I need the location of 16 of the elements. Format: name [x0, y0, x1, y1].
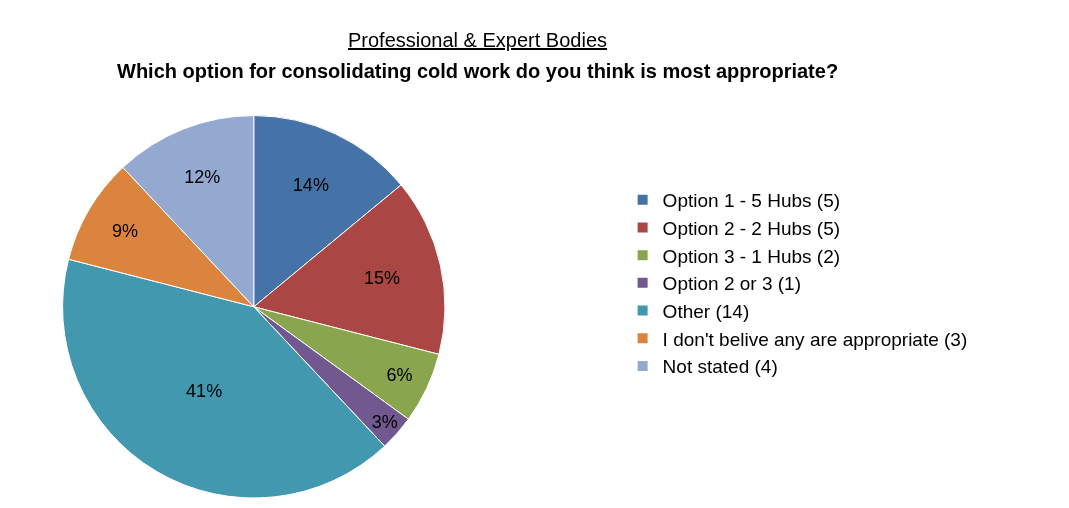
chart-title: Professional & Expert Bodies — [348, 29, 608, 51]
legend-label: Option 2 or 3 (1) — [662, 273, 801, 295]
legend-label: I don't belive any are appropriate (3) — [662, 328, 968, 350]
chart-subtitle: Which option for consolidating cold work do you think is most appropriate? — [117, 60, 839, 82]
data-label: 41% — [186, 380, 223, 401]
legend-label: Not stated (4) — [662, 356, 778, 378]
legend-label: Option 2 - 2 Hubs (5) — [662, 217, 841, 239]
data-label: 6% — [386, 365, 413, 386]
legend-label: Other (14) — [662, 300, 750, 322]
data-label: 15% — [364, 268, 401, 289]
data-label: 3% — [371, 412, 398, 433]
legend-label: Option 3 - 1 Hubs (2) — [662, 245, 841, 267]
legend-label: Option 1 - 5 Hubs (5) — [662, 190, 841, 212]
data-label: 14% — [292, 175, 329, 196]
data-label: 9% — [112, 220, 139, 241]
data-label: 12% — [184, 166, 221, 187]
